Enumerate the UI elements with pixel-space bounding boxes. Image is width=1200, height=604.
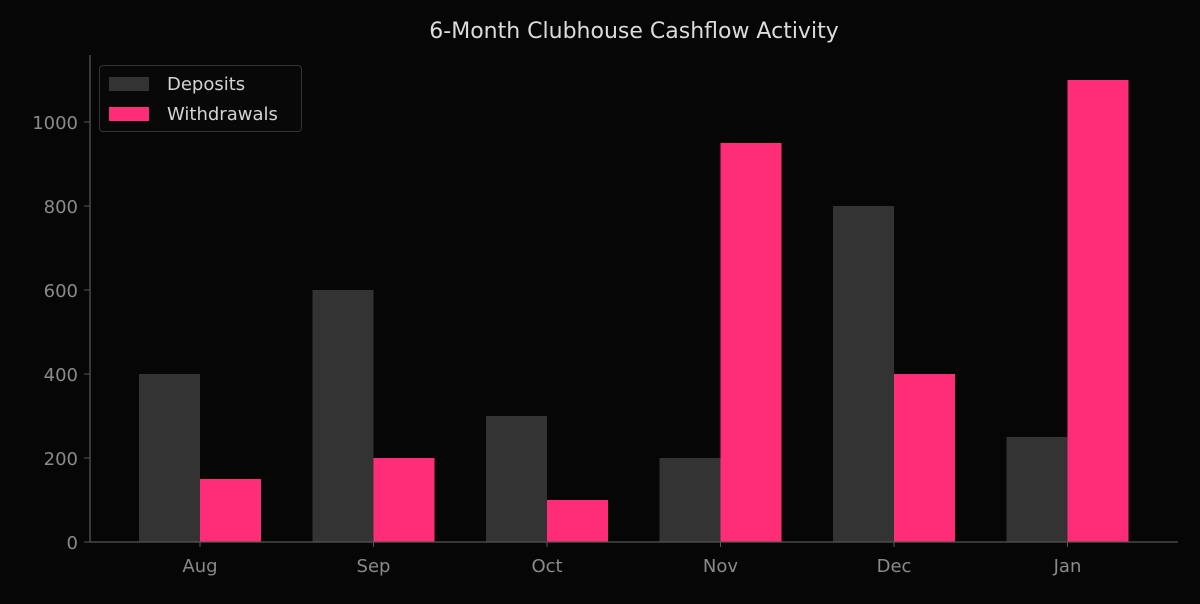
bar-deposits-aug: [139, 374, 200, 542]
y-tick-label: 0: [67, 533, 78, 554]
y-tick-label: 200: [44, 449, 78, 470]
bar-withdrawals-aug: [200, 479, 261, 542]
y-tick-label: 600: [44, 281, 78, 302]
bar-deposits-jan: [1006, 437, 1068, 542]
legend-item-withdrawals: Withdrawals: [109, 103, 278, 125]
chart-legend: Deposits Withdrawals: [99, 65, 302, 132]
y-tick-label: 800: [44, 197, 78, 218]
y-tick-label: 400: [44, 365, 78, 386]
x-tick-label: Sep: [357, 556, 391, 577]
bar-withdrawals-jan: [1067, 80, 1129, 542]
legend-item-deposits: Deposits: [109, 73, 246, 95]
legend-label-withdrawals: Withdrawals: [167, 103, 278, 125]
bar-deposits-oct: [486, 416, 547, 542]
legend-label-deposits: Deposits: [167, 73, 246, 95]
bar-deposits-dec: [833, 206, 894, 542]
x-tick-label: Nov: [703, 556, 738, 577]
legend-swatch-withdrawals: [109, 107, 149, 121]
y-tick-label: 1000: [32, 113, 78, 134]
x-tick-label: Aug: [182, 556, 217, 577]
legend-swatch-deposits: [109, 77, 149, 91]
bar-deposits-sep: [312, 290, 374, 542]
x-tick-label: Jan: [1053, 556, 1082, 577]
bar-withdrawals-oct: [547, 500, 608, 542]
bar-withdrawals-dec: [894, 374, 955, 542]
bar-withdrawals-nov: [720, 143, 782, 542]
x-tick-label: Dec: [877, 556, 912, 577]
bar-withdrawals-sep: [373, 458, 435, 542]
x-tick-label: Oct: [531, 556, 562, 577]
bar-deposits-nov: [659, 458, 721, 542]
chart-title: 6-Month Clubhouse Cashflow Activity: [429, 19, 839, 44]
